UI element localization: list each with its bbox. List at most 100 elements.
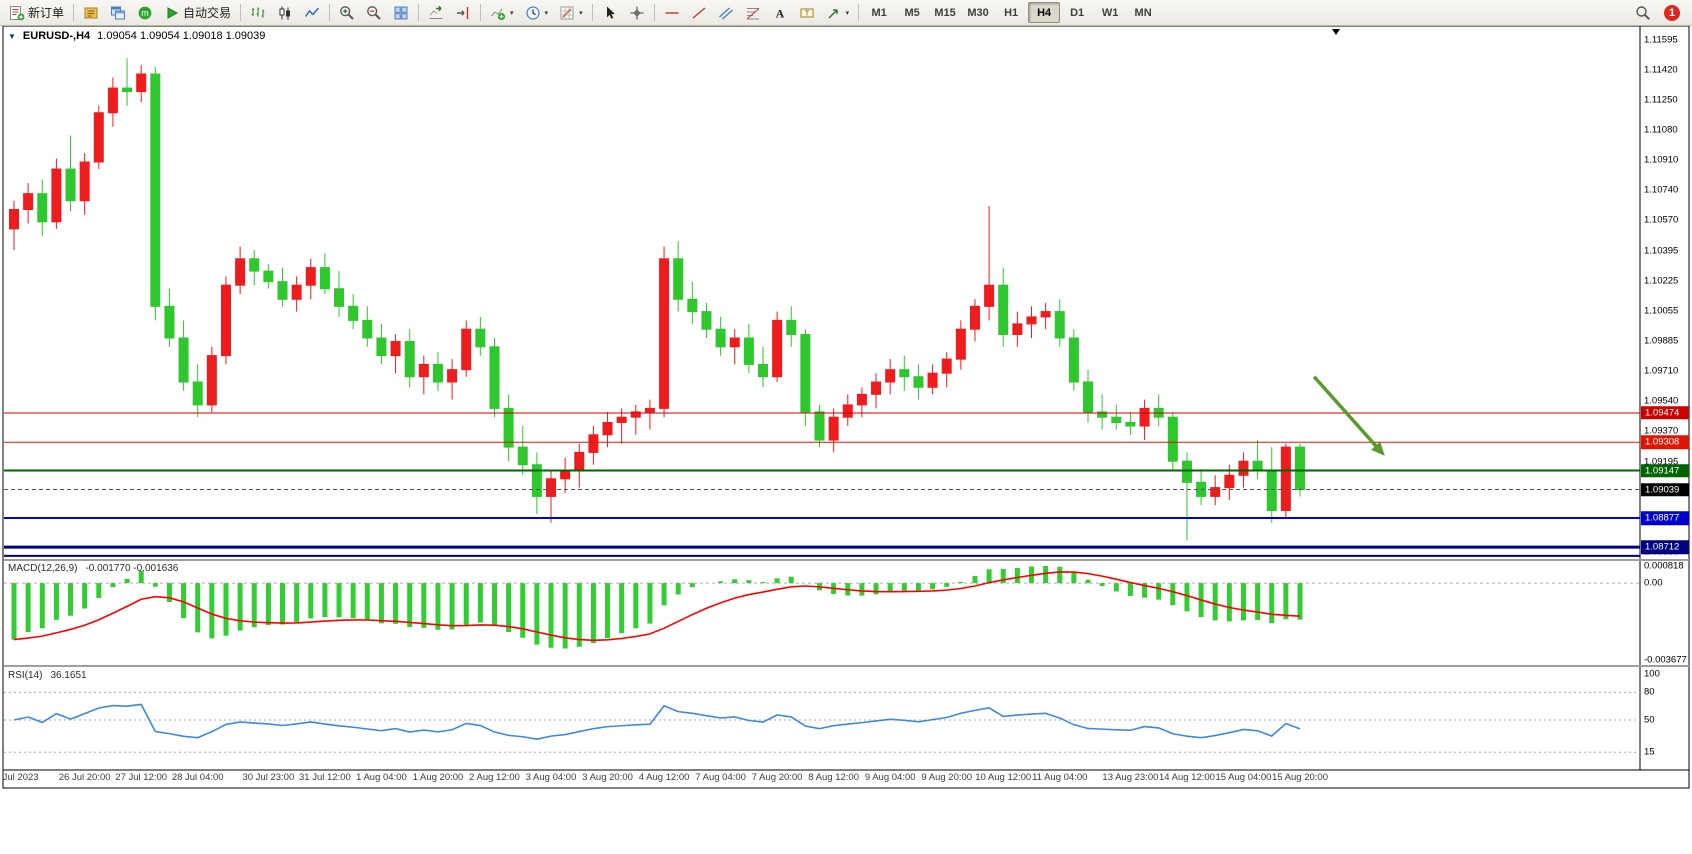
arrow-objects-icon [828, 8, 838, 19]
timeframe-toolbar: M1 M5 M15 M30 H1 H4 D1 W1 MN [863, 2, 1159, 23]
notification-count: 1 [1668, 6, 1676, 19]
periods-button[interactable]: ▾ [520, 1, 554, 24]
label-button[interactable]: T [794, 1, 820, 24]
trendline-button[interactable] [686, 1, 712, 24]
zoom-in-button[interactable] [334, 1, 360, 24]
templates-button[interactable]: ▾ [554, 1, 588, 24]
new-order-button[interactable]: 新订单 [4, 1, 69, 24]
toolbar-separator [240, 4, 242, 21]
tile-windows-icon [394, 6, 408, 19]
candle-body [475, 328, 486, 348]
line-chart-button[interactable] [299, 1, 325, 24]
bar-chart-button[interactable] [245, 1, 271, 24]
candle-body [546, 478, 557, 497]
auto-trading-label: 自动交易 [183, 6, 232, 20]
candle-body [1252, 460, 1263, 471]
chart-shift-button[interactable] [450, 1, 476, 24]
text-button[interactable]: A [767, 1, 793, 24]
indicators-button[interactable]: ▾ [485, 1, 519, 24]
macd-title: MACD(12,26,9) [8, 563, 78, 574]
candle-body [630, 411, 641, 418]
metaeditor-button[interactable] [78, 1, 104, 24]
cursor-icon [606, 6, 615, 19]
candle-body [305, 267, 316, 286]
auto-trading-button[interactable]: 自动交易 [159, 1, 236, 24]
candle-body [729, 337, 740, 348]
candle-body [79, 161, 90, 202]
candle-body [955, 328, 966, 360]
indicators-icon [491, 8, 506, 20]
candle-body [263, 270, 274, 283]
terminal-button[interactable] [105, 1, 131, 24]
macd-signal-line [13, 571, 1301, 642]
cursor-button[interactable] [597, 1, 623, 24]
auto-scroll-button[interactable] [423, 1, 449, 24]
timeframe-button-h4[interactable]: H4 [1028, 2, 1061, 23]
candle-body [277, 281, 288, 300]
dropdown-caret-icon: ▾ [510, 9, 514, 17]
arrows-button[interactable]: ▾ [821, 1, 855, 24]
timeframe-button-w1[interactable]: W1 [1101, 6, 1119, 19]
candle-body [404, 341, 415, 378]
candle-body [574, 451, 585, 471]
search-button[interactable] [1630, 1, 1656, 24]
candle-body [65, 168, 76, 202]
candle-body [249, 258, 260, 272]
trend-arrow [1312, 375, 1380, 450]
horizontal-line-icon [665, 11, 679, 14]
crosshair-button[interactable] [624, 1, 650, 24]
candle-body [899, 369, 910, 378]
candle-body [1111, 416, 1122, 423]
candle-body [37, 193, 48, 223]
timeframe-button-d1[interactable]: D1 [1070, 6, 1085, 19]
candle-body [291, 284, 302, 300]
chart-title: ▼ EURUSD-,H4 1.09054 1.09054 1.09018 1.0… [8, 30, 265, 42]
candle-body [1167, 416, 1178, 462]
timeframe-button-m30[interactable]: M30 [967, 6, 989, 19]
candlestick-chart-button[interactable] [272, 1, 298, 24]
svg-text:T: T [804, 10, 809, 17]
timeframe-button-m5[interactable]: M5 [904, 6, 920, 19]
rsi-header: RSI(14) 36.1651 [8, 670, 87, 681]
timeframe-button-h1[interactable]: H1 [1004, 6, 1019, 19]
candle-body [616, 416, 627, 423]
tile-windows-button[interactable] [388, 1, 414, 24]
timeframe-button-m15[interactable]: M15 [934, 6, 956, 19]
candle-body [659, 258, 670, 409]
candle-body [122, 87, 133, 93]
candle-body [828, 416, 839, 441]
horizontal-line-button[interactable] [659, 1, 685, 24]
channel-button[interactable] [713, 1, 739, 24]
toolbar-separator [329, 4, 331, 21]
toolbar-separator [653, 4, 655, 21]
candle-body [447, 369, 458, 383]
candle-body [1266, 469, 1277, 511]
zoom-out-button[interactable] [361, 1, 387, 24]
candle-body [743, 337, 754, 365]
community-button[interactable]: m [132, 1, 158, 24]
rsi-line [13, 703, 1301, 740]
candle-body [913, 376, 924, 388]
candle-body [1040, 311, 1051, 318]
text-label-icon: T [800, 8, 814, 17]
candle-body [1097, 411, 1108, 418]
candle-body [885, 369, 896, 383]
candle-body [673, 258, 684, 300]
dropdown-caret-icon: ▾ [579, 9, 583, 17]
candle-body [757, 363, 768, 378]
candle-body [432, 363, 443, 383]
candle-body [871, 381, 882, 395]
toolbar-right-group: 1 [1630, 1, 1688, 24]
candle-body [602, 421, 613, 436]
timeframe-button-mn[interactable]: MN [1134, 6, 1152, 19]
candle-body [1139, 407, 1150, 427]
fibonacci-button[interactable] [740, 1, 766, 24]
candle-body [503, 407, 514, 448]
chart-menu-icon[interactable]: ▼ [8, 31, 16, 41]
candle-body [334, 288, 345, 307]
candle-body [998, 284, 1009, 335]
notification-badge[interactable]: 1 [1664, 4, 1680, 21]
timeframe-button-m1[interactable]: M1 [871, 6, 887, 19]
candle-body [856, 393, 867, 406]
